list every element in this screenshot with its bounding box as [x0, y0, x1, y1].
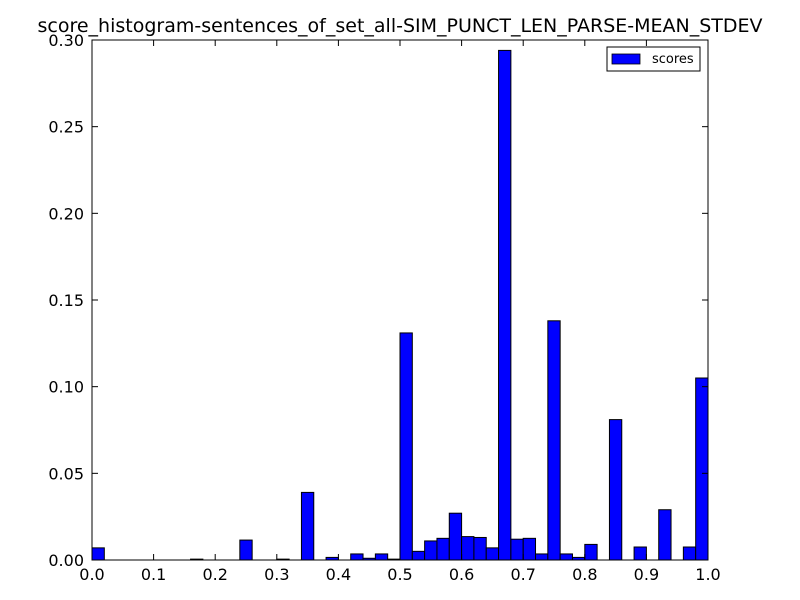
- histogram-bar: [633, 546, 647, 561]
- histogram-bar: [424, 540, 438, 561]
- y-axis: 0.00 0.05 0.10 0.15 0.20 0.25 0.30: [48, 31, 708, 570]
- histogram-bar: [300, 491, 315, 561]
- histogram-bar: [448, 512, 463, 561]
- x-tick-label: 0.8: [572, 565, 597, 584]
- histogram-bar: [535, 553, 549, 561]
- x-tick-label: 0.3: [264, 565, 289, 584]
- x-tick-label: 0.6: [449, 565, 474, 584]
- histogram-bar: [498, 49, 512, 561]
- histogram-bar: [584, 543, 598, 561]
- y-tick-label: 0.05: [48, 464, 84, 483]
- y-tick-label: 0.20: [48, 204, 84, 223]
- y-tick-label: 0.30: [48, 31, 84, 50]
- histogram-bar: [522, 537, 537, 561]
- y-tick-label: 0.25: [48, 118, 84, 137]
- y-tick-label: 0.15: [48, 291, 84, 310]
- x-axis: 0.0 0.1 0.2 0.3 0.4 0.5 0.6 0.7 0.8 0.9 1.0: [79, 40, 721, 584]
- histogram-bar: [682, 546, 697, 561]
- x-tick-label: 0.4: [326, 565, 351, 584]
- histogram-bar: [485, 547, 500, 561]
- y-tick-label: 0.00: [48, 551, 84, 570]
- histogram-bar: [473, 536, 487, 561]
- histogram-bar: [510, 538, 524, 561]
- chart-title: score_histogram-sentences_of_set_all-SIM…: [37, 15, 762, 37]
- legend: scores: [606, 46, 701, 72]
- histogram-bar: [461, 536, 475, 561]
- histogram-bar: [436, 537, 450, 561]
- histogram-bar: [91, 547, 105, 561]
- legend-label: scores: [652, 52, 694, 67]
- x-tick-label: 1.0: [695, 565, 720, 584]
- histogram-bar: [695, 377, 709, 561]
- x-tick-label: 0.1: [141, 565, 166, 584]
- histogram-bar: [608, 419, 623, 561]
- histogram-bar: [411, 550, 426, 561]
- legend-swatch: [611, 53, 641, 65]
- x-tick-label: 0.2: [202, 565, 227, 584]
- histogram-bar: [559, 553, 573, 561]
- histogram-bar: [399, 332, 413, 561]
- histogram-bar: [658, 509, 672, 561]
- histogram-bar: [374, 553, 389, 561]
- histogram-bar: [350, 553, 364, 561]
- x-tick-label: 0.9: [634, 565, 659, 584]
- histogram-bar: [547, 320, 561, 561]
- x-tick-label: 0.5: [387, 565, 412, 584]
- x-tick-label: 0.7: [510, 565, 535, 584]
- bars-group: [91, 49, 709, 561]
- x-tick-label: 0.0: [79, 565, 104, 584]
- histogram-bar: [239, 539, 253, 561]
- y-tick-label: 0.10: [48, 378, 84, 397]
